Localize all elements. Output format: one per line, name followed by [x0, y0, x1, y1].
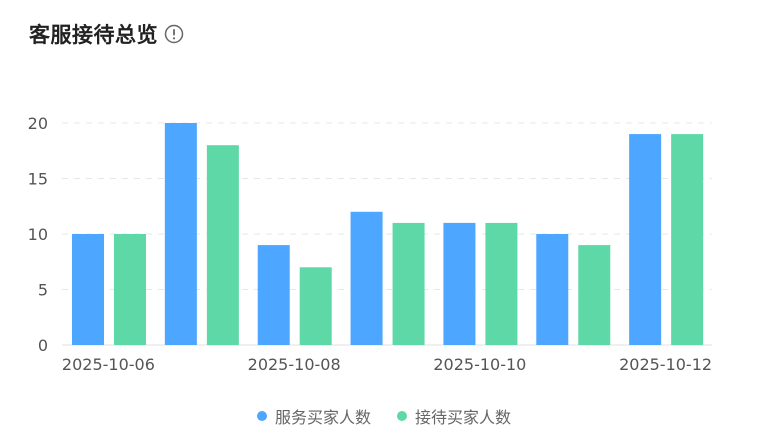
- y-tick-label: 0: [38, 336, 48, 355]
- chart-header: 客服接待总览: [29, 18, 184, 50]
- legend-marker-reception: [397, 411, 407, 421]
- legend-marker-service: [256, 411, 267, 421]
- x-tick-label: 2025-10-12: [619, 355, 712, 374]
- page-title: 客服接待总览: [29, 23, 158, 47]
- bar-reception-2025-10-08[interactable]: [299, 267, 332, 345]
- chart-legend: 服务买家人数 接待买家人数: [0, 404, 768, 428]
- x-tick-label: 2025-10-08: [248, 355, 341, 374]
- bar-service-2025-10-11[interactable]: [536, 234, 569, 345]
- bar-reception-2025-10-07[interactable]: [206, 145, 239, 345]
- legend-item-service[interactable]: 服务买家人数: [256, 404, 371, 428]
- bars: [72, 123, 704, 345]
- legend-label-service: 服务买家人数: [274, 408, 371, 427]
- bar-service-2025-10-08[interactable]: [257, 245, 290, 345]
- bar-service-2025-10-06[interactable]: [72, 234, 104, 345]
- x-tick-label: 2025-10-06: [62, 355, 155, 374]
- bar-service-2025-10-07[interactable]: [164, 123, 197, 345]
- x-axis-ticks: 2025-10-06 2025-10-08 2025-10-10 2025-10-12: [62, 355, 712, 374]
- y-tick-label: 10: [28, 225, 48, 244]
- legend-label-reception: 接待买家人数: [415, 408, 512, 427]
- y-tick-label: 20: [28, 114, 48, 133]
- y-tick-label: 5: [38, 281, 48, 300]
- bar-reception-2025-10-09[interactable]: [392, 222, 425, 345]
- bar-reception-2025-10-12[interactable]: [671, 134, 704, 345]
- grid-lines: [62, 122, 712, 346]
- legend-item-reception[interactable]: 接待买家人数: [397, 404, 511, 428]
- x-tick-label: 2025-10-10: [433, 355, 526, 374]
- y-axis-ticks: 0 5 10 15 20: [28, 114, 48, 355]
- bar-reception-2025-10-06[interactable]: [114, 234, 146, 345]
- bar-service-2025-10-12[interactable]: [629, 134, 662, 345]
- y-tick-label: 15: [28, 170, 48, 189]
- bar-service-2025-10-09[interactable]: [350, 211, 383, 345]
- bar-reception-2025-10-10[interactable]: [485, 222, 518, 345]
- bar-reception-2025-10-11[interactable]: [578, 245, 611, 345]
- info-circle-icon[interactable]: [164, 24, 184, 44]
- bar-service-2025-10-10[interactable]: [443, 222, 476, 345]
